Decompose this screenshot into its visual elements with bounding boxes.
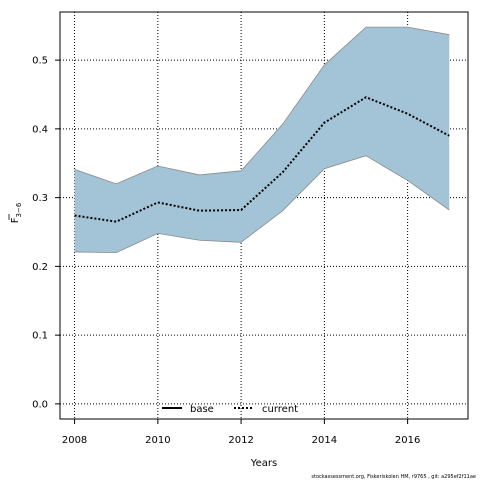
- y-axis: 0.0 0.1 0.2 0.3 0.4 0.5: [32, 56, 60, 410]
- x-tick-label-2010: 2010: [145, 435, 170, 446]
- footer-note: stockassessment.org, Fiskeriskolen HM, r…: [311, 474, 476, 480]
- series-line-current: [74, 96, 450, 223]
- series-lines: [74, 96, 450, 223]
- y-tick-label-1: 0.1: [32, 331, 48, 342]
- band-upper-edge: [74, 26, 450, 185]
- x-tick-label-2014: 2014: [312, 435, 337, 446]
- y-axis-title: F3−6: [8, 202, 23, 223]
- svg-text:F3−6: F3−6: [10, 202, 23, 223]
- y-tick-label-5: 0.5: [32, 56, 48, 67]
- y-tick-label-0: 0.0: [32, 399, 48, 410]
- legend-label-current: current: [262, 404, 298, 415]
- x-tick-label-2016: 2016: [395, 435, 420, 446]
- legend-label-base: base: [190, 404, 214, 415]
- y-tick-label-4: 0.4: [32, 124, 48, 135]
- y-axis-title-sub: 3−6: [15, 202, 23, 217]
- legend: base current: [162, 404, 298, 415]
- x-axis: 2008 2010 2012 2014 2016: [62, 419, 420, 446]
- y-axis-title-main: F: [10, 217, 21, 223]
- x-axis-title: Years: [250, 458, 277, 469]
- x-tick-label-2008: 2008: [62, 435, 87, 446]
- confidence-band-area: [74, 27, 450, 253]
- band-lower-edge: [74, 155, 450, 254]
- x-tick-label-2012: 2012: [228, 435, 253, 446]
- y-tick-label-3: 0.3: [32, 193, 48, 204]
- y-tick-label-2: 0.2: [32, 262, 48, 273]
- confidence-band: [74, 26, 450, 254]
- plot-frame: [59, 11, 469, 420]
